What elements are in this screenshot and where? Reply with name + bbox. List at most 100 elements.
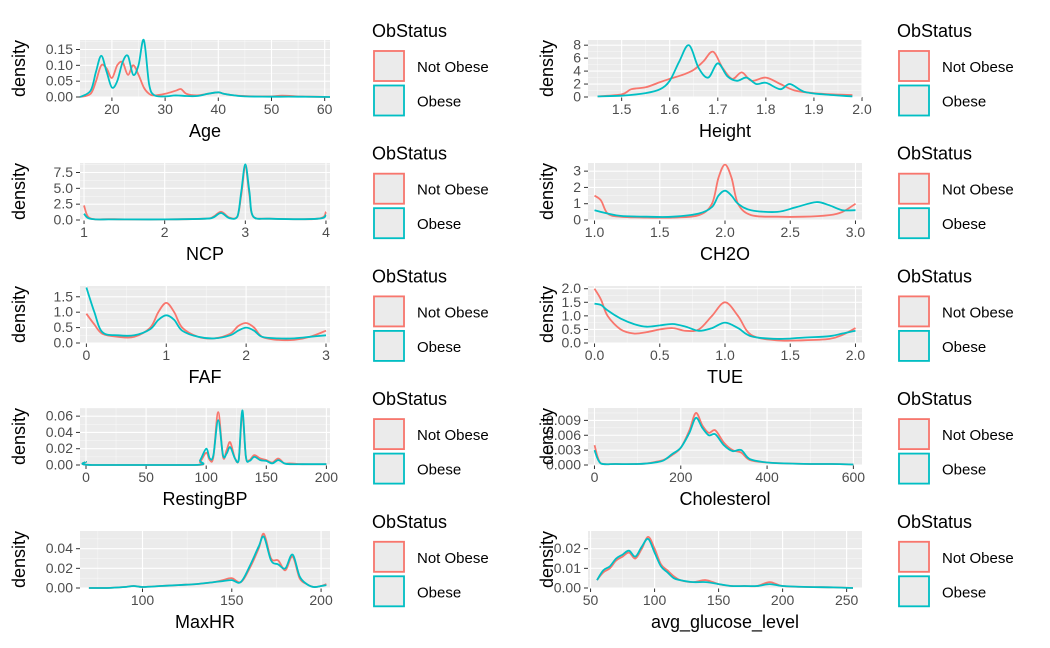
y-tick-label: 2.5 [54, 196, 74, 212]
x-tick-label: 30 [157, 101, 173, 117]
x-axis-title: avg_glucose_level [651, 612, 799, 633]
x-tick-label: 60 [317, 101, 333, 117]
legend-label-not-obese: Not Obese [942, 182, 1014, 199]
y-tick-label: 0 [573, 212, 581, 228]
legend-title: ObStatus [372, 21, 447, 41]
y-tick-label: 0.00 [46, 580, 73, 596]
x-axis-title: NCP [186, 244, 224, 264]
y-tick-label: 1.5 [562, 294, 582, 310]
x-tick-label: 2 [161, 224, 169, 240]
density-line-obese [85, 287, 327, 340]
density-line-obese [593, 417, 854, 466]
legend-key-not-obese [373, 418, 405, 451]
y-tick-label: 0.04 [46, 424, 73, 440]
y-tick-label: 2.0 [562, 280, 582, 296]
legend-key-not-obese [373, 540, 405, 573]
legend-label-obese: Obese [417, 584, 461, 601]
y-tick-label: 0.009 [546, 412, 581, 428]
y-axis-title: density [9, 286, 29, 343]
density-line-not-obese [593, 288, 856, 342]
x-tick-label: 3 [241, 224, 249, 240]
y-axis-title: density [9, 408, 29, 465]
y-tick-label: 0.00 [46, 89, 73, 105]
y-tick-label: 0.00 [554, 580, 581, 596]
y-tick-label: 1.5 [54, 288, 74, 304]
x-tick-label: 150 [255, 469, 279, 485]
panel-background [588, 531, 862, 588]
legend-key-obese [898, 452, 930, 485]
panel-background [80, 286, 330, 343]
legend: ObStatus Not Obese Obese [897, 389, 1014, 485]
legend-label-obese: Obese [942, 94, 986, 111]
legend-label-obese: Obese [942, 339, 986, 356]
legend-key-background [373, 575, 405, 608]
panel-tue: 0.0 0.5 1.0 1.5 2.00.00.51.01.52.0TUEdensity… [537, 266, 1014, 387]
x-axis-title: RestingBP [162, 489, 247, 509]
legend-key-obese [373, 329, 405, 362]
x-axis-title: CH2O [700, 244, 750, 264]
panel-age: 20 30 40 50 60 0.000.050.100.15 Age density ObSt… [9, 21, 489, 141]
legend-key-obese [373, 575, 405, 608]
x-tick-label: 2.0 [715, 224, 735, 240]
legend-label-obese: Obese [942, 584, 986, 601]
x-tick-label: 1.7 [708, 101, 728, 117]
legend-key-obese [373, 84, 405, 117]
legend-key-background [373, 418, 405, 451]
y-tick-label: 0.10 [46, 57, 73, 73]
x-tick-label: 1.5 [781, 347, 801, 363]
legend-key-obese [373, 452, 405, 485]
x-tick-label: 250 [835, 592, 859, 608]
x-tick-label: 20 [104, 101, 120, 117]
y-tick-label: 0.006 [546, 427, 581, 443]
legend-label-not-obese: Not Obese [417, 550, 489, 567]
y-tick-label: 0.5 [54, 319, 74, 335]
x-tick-label: 1 [80, 224, 88, 240]
density-line-obese [81, 409, 327, 466]
x-axis-title: Height [699, 121, 751, 141]
y-axis-title: density [537, 531, 557, 588]
legend-key-background [898, 329, 930, 362]
legend-label-obese: Obese [942, 216, 986, 233]
x-tick-label: 150 [707, 592, 731, 608]
legend-key-not-obese [373, 295, 405, 328]
panel-avg-glucose-level: 50 100 150 200 250 0.00 0.01 0.02 avg_glucose_le… [537, 512, 1014, 633]
legend-title: ObStatus [897, 21, 972, 41]
legend-key-not-obese [898, 172, 930, 205]
legend-label-not-obese: Not Obese [942, 304, 1014, 321]
legend-key-background [373, 207, 405, 240]
legend: ObStatus Not Obese Obese [372, 389, 489, 485]
y-tick-label: 0.15 [46, 41, 73, 57]
legend-title: ObStatus [897, 266, 972, 286]
density-line-not-obese [597, 50, 853, 98]
x-axis-title: Cholesterol [679, 489, 770, 509]
panel-maxhr: 100 150 200 0.00 0.02 0.04 MaxHR density ObStatu… [9, 512, 489, 632]
legend: ObStatus Not Obese Obese [897, 266, 1014, 362]
legend: ObStatus Not Obese Obese [372, 144, 489, 240]
x-axis-title: TUE [707, 367, 743, 387]
x-tick-label: 0.0 [585, 347, 605, 363]
legend-key-background [373, 50, 405, 82]
x-tick-label: 0 [82, 469, 90, 485]
x-tick-label: 1.8 [756, 101, 776, 117]
legend-key-background [898, 575, 930, 608]
legend-key-background [373, 329, 405, 362]
legend-key-obese [373, 207, 405, 240]
legend: ObStatus Not Obese Obese [372, 512, 489, 608]
legend-key-background [898, 207, 930, 240]
x-tick-label: 2.5 [781, 224, 801, 240]
y-tick-label: 0.0 [562, 335, 582, 351]
y-tick-label: 4 [573, 63, 581, 79]
y-tick-label: 1 [573, 195, 581, 211]
panel-faf: 0 1 2 3 0.00.51.01.5 FAF density ObStatus Not Ob… [9, 266, 489, 387]
y-tick-label: 0.0 [54, 335, 74, 351]
legend-key-background [898, 452, 930, 485]
density-line-not-obese [596, 535, 854, 589]
y-tick-label: 0.003 [546, 442, 581, 458]
x-tick-label: 100 [195, 469, 219, 485]
x-axis-title: Age [189, 121, 221, 141]
x-tick-label: 150 [220, 592, 244, 608]
legend-key-not-obese [373, 50, 405, 82]
legend: ObStatus Not Obese Obese [897, 512, 1014, 608]
x-tick-label: 200 [315, 469, 339, 485]
x-tick-label: 4 [322, 224, 330, 240]
